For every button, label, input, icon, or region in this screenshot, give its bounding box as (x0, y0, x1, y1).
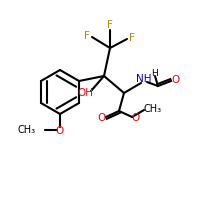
Text: O: O (56, 126, 64, 136)
Text: O: O (98, 113, 106, 123)
Text: H: H (151, 68, 157, 77)
Text: F: F (84, 31, 90, 41)
Text: F: F (107, 21, 113, 30)
Text: O: O (132, 113, 140, 123)
Text: O: O (171, 75, 179, 85)
Text: OH: OH (77, 88, 93, 98)
Text: CH₃: CH₃ (18, 125, 36, 135)
Text: NH: NH (136, 74, 152, 84)
Text: CH₃: CH₃ (144, 104, 162, 114)
Text: F: F (129, 33, 135, 43)
